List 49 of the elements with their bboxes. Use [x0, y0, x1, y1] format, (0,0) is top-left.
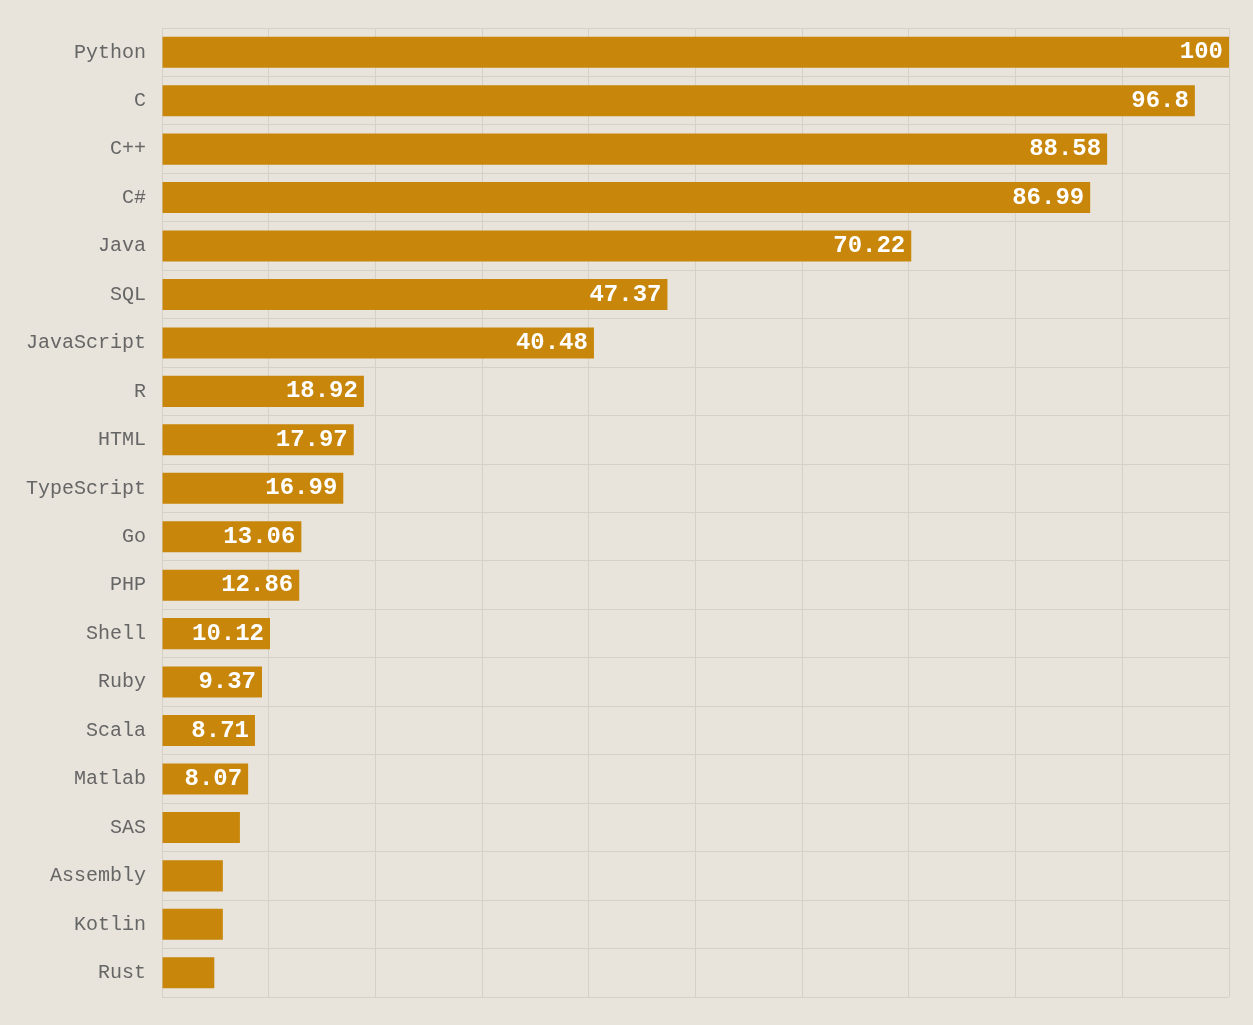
- bar: [162, 327, 594, 359]
- bar: [162, 375, 364, 407]
- data-label: 10.12: [191, 619, 264, 647]
- data-label: 70.22: [833, 232, 906, 260]
- bar: [162, 182, 1091, 214]
- data-label: 12.86: [221, 571, 294, 599]
- y-tick-label: C: [134, 88, 147, 112]
- data-label: 100: [1179, 38, 1223, 66]
- data-label: 86.99: [1012, 183, 1085, 211]
- y-tick-label: Matlab: [74, 767, 147, 791]
- y-tick-label: JavaScript: [25, 331, 147, 355]
- data-label: 16.99: [265, 474, 338, 502]
- data-label: 9.37: [198, 668, 256, 696]
- y-tick-label: R: [134, 379, 147, 403]
- y-tick-label: C#: [122, 185, 147, 209]
- data-label: 88.58: [1029, 135, 1102, 163]
- bar: [162, 908, 223, 940]
- bar: [162, 133, 1108, 165]
- data-label: 18.92: [285, 377, 358, 405]
- bar: [162, 811, 240, 843]
- y-tick-label: Python: [74, 40, 147, 64]
- data-label: 96.8: [1131, 86, 1189, 114]
- y-tick-label: PHP: [110, 573, 147, 597]
- bar: [162, 860, 223, 892]
- data-label: 8.07: [184, 765, 243, 793]
- y-tick-label: Scala: [86, 718, 147, 742]
- data-label: 17.97: [275, 425, 348, 453]
- bar: [162, 36, 1229, 68]
- y-tick-label: HTML: [98, 428, 147, 452]
- bar: [162, 957, 215, 989]
- bar: [162, 278, 668, 310]
- y-tick-label: Shell: [86, 621, 147, 645]
- bar: [162, 230, 912, 262]
- y-tick-label: Go: [122, 525, 147, 549]
- y-tick-label: Ruby: [98, 670, 147, 694]
- y-tick-label: Kotlin: [74, 912, 147, 936]
- y-tick-label: SAS: [110, 815, 147, 839]
- data-label: 40.48: [515, 328, 588, 356]
- y-tick-label: C++: [110, 137, 147, 161]
- y-tick-label: TypeScript: [25, 476, 147, 500]
- data-label: 47.37: [589, 280, 662, 308]
- data-label: 8.71: [191, 716, 249, 744]
- y-tick-label: SQL: [110, 282, 147, 306]
- y-tick-label: Java: [98, 234, 147, 258]
- y-tick-label: Assembly: [50, 864, 147, 888]
- bar: [162, 424, 354, 456]
- data-label: 13.06: [223, 522, 296, 550]
- bar: [162, 85, 1195, 117]
- y-tick-label: Rust: [98, 961, 147, 985]
